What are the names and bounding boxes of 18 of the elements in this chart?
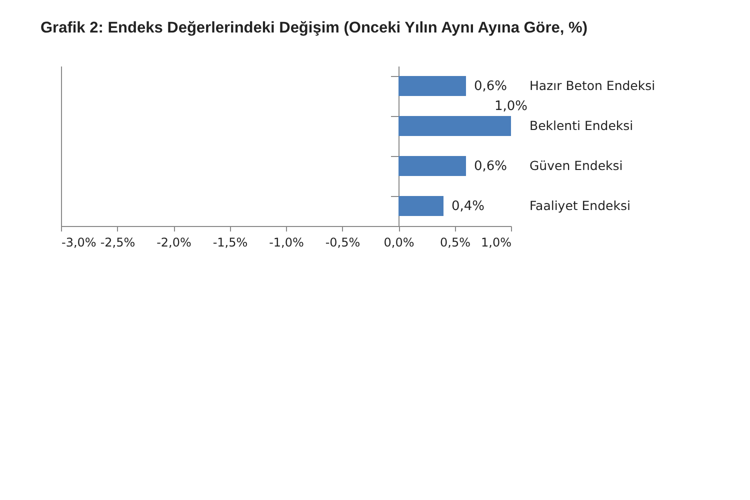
x-tick-label: -2,5% <box>100 236 136 250</box>
x-tick-label: 0,5% <box>440 236 470 250</box>
x-tick-label: 1,0% <box>481 236 512 250</box>
x-tick-label: -0,5% <box>325 236 360 250</box>
x-tick-label: -3,0% <box>62 236 96 250</box>
data-label: 0,4% <box>452 199 485 214</box>
y-tick-label: Güven Endeksi <box>530 158 623 173</box>
data-label: 1,0% <box>494 99 528 114</box>
y-tick-label: Faaliyet Endeksi <box>530 198 630 213</box>
x-tick-label: -1,5% <box>212 236 248 250</box>
y-tick-label: Hazır Beton Endeksi <box>530 78 656 93</box>
chart-title: Grafik 2: Endeks Değerlerindeki Değişim (Onceki Yılın Aynı Ayına Göre, %) <box>40 20 588 36</box>
x-tick-label: -2,0% <box>156 236 192 250</box>
data-label: 0,6% <box>474 79 508 94</box>
data-label: 0,6% <box>474 159 508 174</box>
x-tick-label: -1,0% <box>269 236 304 250</box>
x-tick-label: 0,0% <box>384 236 414 250</box>
y-tick-label: Beklenti Endeksi <box>530 118 634 133</box>
